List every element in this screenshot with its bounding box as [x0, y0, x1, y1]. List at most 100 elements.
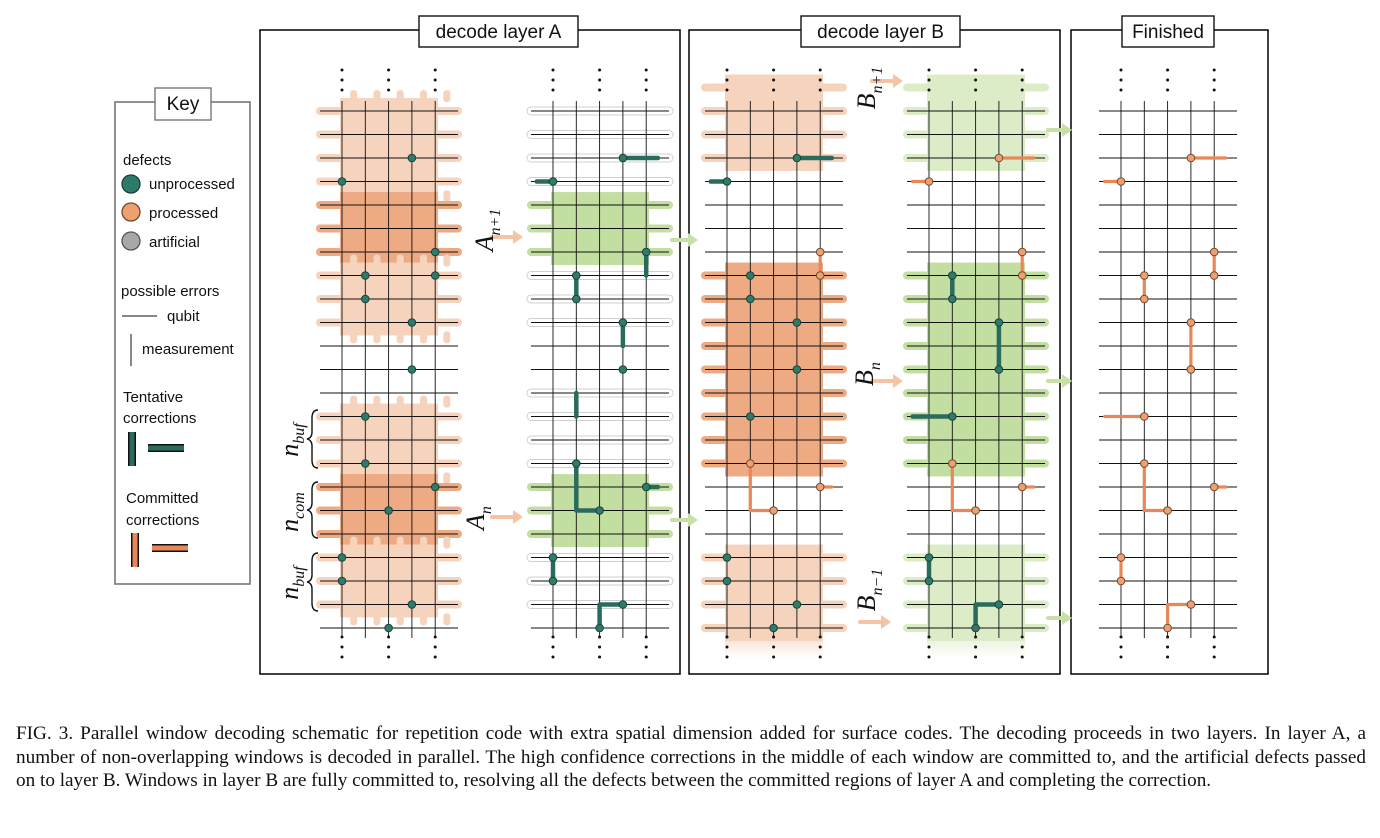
window-a-buffer-top-top-tooth: [350, 395, 358, 408]
unprocessed-defect: [595, 506, 604, 515]
ellipsis-dot: [818, 88, 822, 92]
ellipsis-dot: [974, 68, 978, 72]
ellipsis-dot: [1020, 68, 1024, 72]
ellipsis-dot: [1020, 78, 1024, 82]
unprocessed-defect: [361, 294, 370, 304]
ellipsis-dot: [644, 78, 648, 82]
unprocessed-defect: [948, 412, 957, 421]
window-a-next-buffer-bottom-top-tooth: [396, 254, 404, 267]
ellipsis-dot: [644, 635, 648, 639]
window-a-buffer-top-bottom-tooth: [443, 472, 451, 485]
processed-defect: [1140, 294, 1149, 304]
unprocessed-defect: [924, 553, 934, 562]
ellipsis-dot: [1166, 68, 1170, 72]
brace-n-buf-top: [306, 409, 319, 469]
panel-layer-b-title: decode layer B: [817, 22, 944, 43]
brace-n-com: [306, 481, 319, 539]
key-tentative-heading-2: corrections: [123, 410, 196, 427]
key-legend: Key defects unprocessed processed artifi…: [114, 87, 251, 585]
label-n-buf-bot: nbuf: [275, 564, 308, 600]
processed-defect: [1163, 623, 1172, 633]
ellipsis-dot: [772, 68, 776, 72]
ellipsis-dot: [818, 68, 822, 72]
parallel-window-figure: decode layer A decode layer B Finished K…: [114, 15, 1269, 675]
unprocessed-defect: [430, 271, 440, 280]
ellipsis-dot: [1212, 635, 1216, 639]
window-a-buffer-bottom-top-tooth: [373, 536, 381, 549]
unprocessed-defect: [572, 271, 581, 280]
ellipsis-dot: [387, 655, 391, 659]
unprocessed-defect: [746, 294, 755, 304]
ellipsis-dot: [725, 88, 729, 92]
ellipsis-dot: [818, 655, 822, 659]
arrow-b-prev-out-head: [1062, 611, 1072, 625]
unprocessed-defect: [384, 623, 393, 633]
unprocessed-defect: [337, 177, 347, 186]
processed-defect: [1186, 600, 1196, 609]
panel-layer-b-title-box: [800, 15, 961, 48]
processed-defect: [1140, 459, 1149, 468]
unprocessed-defect: [994, 365, 1004, 374]
arrow-a-cur-head: [513, 510, 523, 524]
window-a-buffer-bottom-top-tooth: [396, 536, 404, 549]
ellipsis-dot: [598, 68, 602, 72]
ellipsis-dot: [725, 645, 729, 649]
label-b-cur: Bn: [850, 362, 884, 386]
unprocessed-defect: [924, 576, 934, 586]
unprocessed-defect-icon: [121, 174, 141, 194]
ellipsis-dot: [927, 68, 931, 72]
committed-correction: [950, 461, 978, 513]
svg-text:Bn+1: Bn+1: [852, 67, 886, 110]
processed-defect: [1186, 365, 1196, 374]
ellipsis-dot: [1166, 635, 1170, 639]
window-a-next-buffer-top-top-tooth: [373, 90, 381, 103]
key-defect-artificial: artificial: [149, 234, 200, 251]
ellipsis-dot: [772, 645, 776, 649]
ellipsis-dot: [340, 78, 344, 82]
svg-text:An: An: [461, 506, 495, 532]
unprocessed-defect: [618, 153, 628, 163]
unprocessed-defect: [337, 576, 347, 586]
processed-defect: [1017, 482, 1027, 492]
ellipsis-dot: [340, 645, 344, 649]
processed-defect: [746, 459, 755, 468]
key-tentative-heading-1: Tentative: [123, 389, 183, 406]
ellipsis-dot: [340, 635, 344, 639]
unprocessed-defect: [361, 412, 370, 421]
ellipsis-dot: [387, 88, 391, 92]
window-a-next-buffer-bottom-bottom-tooth: [420, 331, 428, 344]
ellipsis-dot: [1212, 88, 1216, 92]
processed-defect: [1209, 247, 1219, 257]
ellipsis-dot: [598, 88, 602, 92]
unprocessed-defect: [618, 600, 628, 609]
ellipsis-dot: [1119, 78, 1123, 82]
label-b-next: Bn+1: [852, 67, 886, 110]
ellipsis-dot: [433, 78, 437, 82]
window-b-next-orange-fade: [725, 72, 823, 102]
ellipsis-dot: [1212, 645, 1216, 649]
tentative-correction: [597, 602, 626, 631]
ellipsis-dot: [598, 645, 602, 649]
unprocessed-defect: [792, 318, 802, 327]
unprocessed-defect: [430, 482, 440, 492]
arrow-b-cur-head: [893, 374, 903, 388]
processed-defect: [1017, 247, 1027, 257]
processed-defect: [1140, 412, 1149, 421]
unprocessed-defect: [746, 412, 755, 421]
window-regions: [316, 72, 1049, 658]
arrow-b-cur-out-head: [1062, 374, 1072, 388]
ellipsis-dot: [772, 655, 776, 659]
unprocessed-defect: [595, 623, 604, 633]
ellipsis-dot: [598, 78, 602, 82]
processed-defect: [1116, 576, 1126, 586]
ellipsis-dot: [1212, 655, 1216, 659]
label-a-cur: An: [461, 506, 495, 532]
window-a-buffer-top-top-tooth: [396, 395, 404, 408]
window-a-next-buffer-top-top-tooth: [396, 90, 404, 103]
unprocessed-defect: [361, 271, 370, 280]
unprocessed-defect: [407, 365, 417, 374]
processed-defect: [1140, 271, 1149, 280]
unprocessed-defect: [994, 600, 1004, 609]
processed-defect: [769, 506, 778, 515]
window-a-next-buffer-bottom-bottom-tooth: [373, 331, 381, 344]
